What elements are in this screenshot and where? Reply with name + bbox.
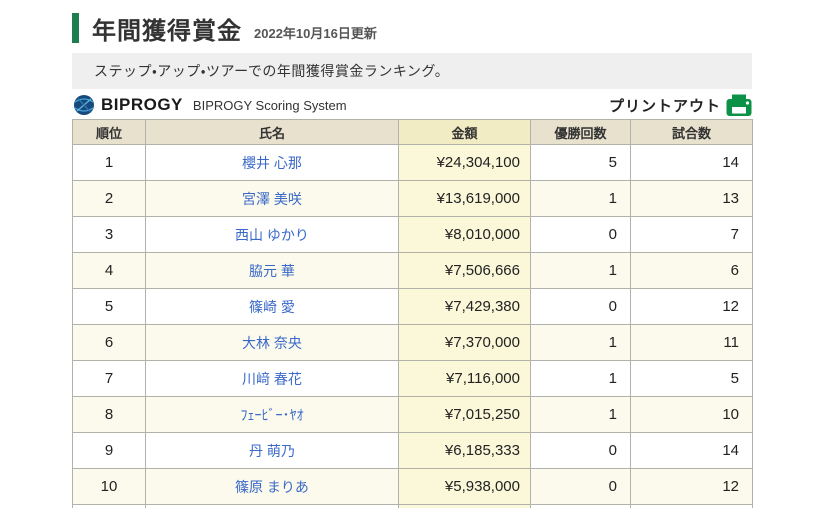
name-cell: 宮澤 美咲	[145, 180, 399, 217]
player-name-link[interactable]: 脇元 華	[249, 262, 295, 279]
matches-cell	[630, 504, 753, 508]
player-name-link[interactable]: 丹 萌乃	[249, 442, 295, 459]
header-rank: 順位	[72, 119, 146, 145]
rank-cell: 9	[72, 432, 146, 469]
amount-cell: ¥6,185,333	[398, 432, 531, 469]
wins-cell: 1	[530, 360, 631, 397]
print-button-label: プリントアウト	[608, 97, 721, 115]
name-cell	[145, 504, 399, 508]
wins-cell: 1	[530, 396, 631, 433]
matches-cell: 6	[630, 252, 753, 289]
amount-cell: ¥7,015,250	[398, 396, 531, 433]
amount-cell: ¥13,619,000	[398, 180, 531, 217]
table-row: 9 丹 萌乃 ¥6,185,333 0 14	[72, 432, 753, 469]
wins-cell: 5	[530, 144, 631, 181]
header-name: 氏名	[145, 119, 399, 145]
matches-cell: 13	[630, 180, 753, 217]
rank-cell: 10	[72, 468, 146, 505]
player-name-link[interactable]: 大林 奈央	[242, 334, 302, 351]
amount-cell: ¥24,304,100	[398, 144, 531, 181]
amount-cell: ¥7,370,000	[398, 324, 531, 361]
printer-icon	[726, 94, 752, 116]
branding: BIPROGY BIPROGY Scoring System	[72, 95, 347, 115]
name-cell: 川﨑 春花	[145, 360, 399, 397]
biprogy-globe-icon	[74, 95, 94, 115]
table-row: 7 川﨑 春花 ¥7,116,000 1 5	[72, 360, 753, 397]
brand-toolbar-row: BIPROGY BIPROGY Scoring System プリントアウト	[72, 91, 752, 119]
biprogy-logo-text: BIPROGY	[101, 95, 183, 114]
table-row: 1 櫻井 心那 ¥24,304,100 5 14	[72, 144, 753, 181]
amount-cell: ¥7,506,666	[398, 252, 531, 289]
page-title: 年間獲得賞金	[92, 17, 242, 45]
table-row: 10 篠原 まりあ ¥5,938,000 0 12	[72, 468, 753, 505]
amount-cell: ¥7,116,000	[398, 360, 531, 397]
matches-cell: 12	[630, 468, 753, 505]
player-name-link[interactable]: 篠崎 愛	[249, 298, 295, 315]
content-area: 年間獲得賞金 2022年10月16日更新 ステップ・アップ・ツアーでの年間獲得賞…	[72, 0, 753, 508]
table-row: 4 脇元 華 ¥7,506,666 1 6	[72, 252, 753, 289]
rank-cell: 4	[72, 252, 146, 289]
wins-cell: 1	[530, 324, 631, 361]
amount-cell	[398, 504, 531, 508]
rank-cell: 6	[72, 324, 146, 361]
rank-cell: 3	[72, 216, 146, 253]
name-cell: 櫻井 心那	[145, 144, 399, 181]
rank-cell: 7	[72, 360, 146, 397]
matches-cell: 10	[630, 396, 753, 433]
amount-cell: ¥5,938,000	[398, 468, 531, 505]
name-cell: 西山 ゆかり	[145, 216, 399, 253]
print-button[interactable]: プリントアウト	[609, 94, 752, 117]
matches-cell: 14	[630, 432, 753, 469]
wins-cell: 0	[530, 288, 631, 325]
title-accent-bar	[72, 13, 79, 43]
player-name-link[interactable]: 西山 ゆかり	[235, 226, 309, 243]
prize-ranking-table: 順位 氏名 金額 優勝回数 試合数 1 櫻井 心那 ¥24,304,100 5 …	[72, 119, 753, 508]
player-name-link[interactable]: ﾌｪｰﾋﾞｰ･ﾔｵ	[240, 406, 304, 423]
rank-cell: 5	[72, 288, 146, 325]
notice-bar: ステップ・アップ・ツアーでの年間獲得賞金ランキング。	[72, 53, 752, 89]
name-cell: 篠崎 愛	[145, 288, 399, 325]
rank-cell: 8	[72, 396, 146, 433]
player-name-link[interactable]: 宮澤 美咲	[242, 190, 302, 207]
player-name-link[interactable]: 櫻井 心那	[242, 154, 302, 171]
matches-cell: 12	[630, 288, 753, 325]
page-header: 年間獲得賞金 2022年10月16日更新	[72, 11, 752, 45]
table-row: 2 宮澤 美咲 ¥13,619,000 1 13	[72, 180, 753, 217]
player-name-link[interactable]: 川﨑 春花	[242, 370, 302, 387]
table-row-partial	[72, 504, 753, 508]
matches-cell: 7	[630, 216, 753, 253]
wins-cell: 0	[530, 468, 631, 505]
name-cell: 脇元 華	[145, 252, 399, 289]
header-wins: 優勝回数	[530, 119, 631, 145]
wins-cell: 1	[530, 180, 631, 217]
rank-cell: 2	[72, 180, 146, 217]
name-cell: 大林 奈央	[145, 324, 399, 361]
header-amount: 金額	[398, 119, 531, 145]
header-matches: 試合数	[630, 119, 753, 145]
amount-cell: ¥8,010,000	[398, 216, 531, 253]
wins-cell: 0	[530, 216, 631, 253]
wins-cell: 1	[530, 252, 631, 289]
amount-cell: ¥7,429,380	[398, 288, 531, 325]
updated-date: 2022年10月16日更新	[254, 25, 377, 41]
rank-cell: 1	[72, 144, 146, 181]
wins-cell: 0	[530, 432, 631, 469]
matches-cell: 11	[630, 324, 753, 361]
table-row: 3 西山 ゆかり ¥8,010,000 0 7	[72, 216, 753, 253]
scoring-system-label: BIPROGY Scoring System	[192, 97, 347, 113]
table-header-row: 順位 氏名 金額 優勝回数 試合数	[72, 119, 753, 145]
notice-text: ステップ・アップ・ツアーでの年間獲得賞金ランキング。	[94, 63, 450, 79]
table-row: 8 ﾌｪｰﾋﾞｰ･ﾔｵ ¥7,015,250 1 10	[72, 396, 753, 433]
rank-cell	[72, 504, 146, 508]
wins-cell	[530, 504, 631, 508]
table-row: 6 大林 奈央 ¥7,370,000 1 11	[72, 324, 753, 361]
name-cell: 篠原 まりあ	[145, 468, 399, 505]
matches-cell: 14	[630, 144, 753, 181]
matches-cell: 5	[630, 360, 753, 397]
player-name-link[interactable]: 篠原 まりあ	[235, 478, 309, 495]
name-cell: 丹 萌乃	[145, 432, 399, 469]
table-row: 5 篠崎 愛 ¥7,429,380 0 12	[72, 288, 753, 325]
name-cell: ﾌｪｰﾋﾞｰ･ﾔｵ	[145, 396, 399, 433]
